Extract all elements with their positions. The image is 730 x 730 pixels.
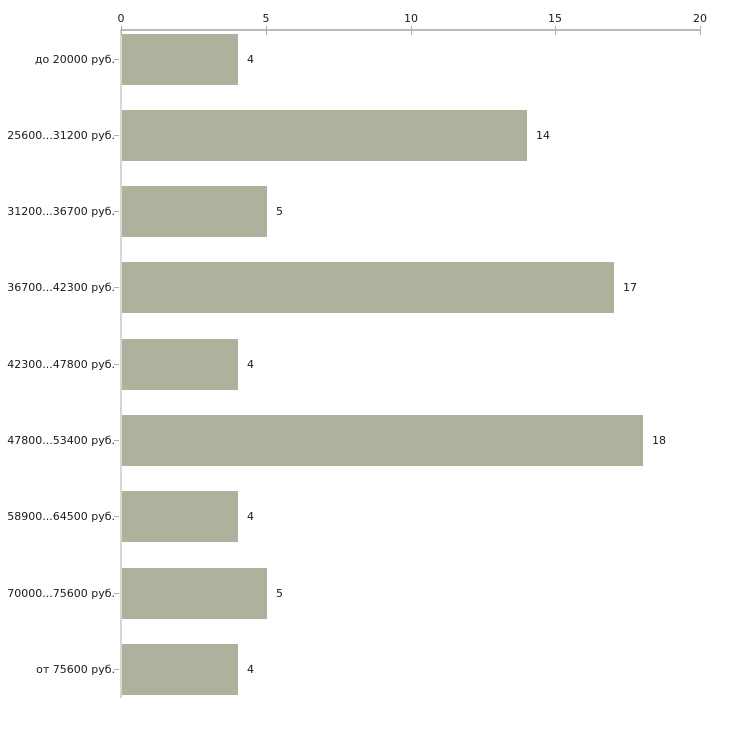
bar	[122, 110, 527, 161]
category-label: до 20000 руб.	[34, 53, 115, 66]
category-label: 47800...53400 руб.	[7, 434, 115, 447]
category-tick-mark	[114, 211, 119, 212]
category-tick-mark	[114, 135, 119, 136]
x-axis-tick-label: 5	[262, 12, 270, 25]
category-tick-mark	[114, 59, 119, 60]
x-axis-tick-mark	[411, 26, 412, 35]
category-label: 42300...47800 руб.	[7, 358, 115, 371]
bar-value-label: 4	[247, 358, 254, 371]
bar-value-label: 4	[247, 53, 254, 66]
bar	[122, 186, 267, 237]
x-axis-line	[120, 29, 701, 31]
category-tick-mark	[114, 364, 119, 365]
category-label: 31200...36700 руб.	[7, 205, 115, 218]
category-label: от 75600 руб.	[36, 663, 115, 676]
bar	[122, 568, 267, 619]
bar-value-label: 5	[276, 587, 283, 600]
bar	[122, 262, 614, 313]
bar-value-label: 14	[536, 129, 550, 142]
x-axis-tick-mark	[700, 26, 701, 35]
category-label: 70000...75600 руб.	[7, 587, 115, 600]
bar	[122, 644, 238, 695]
bar	[122, 34, 238, 85]
bar-value-label: 4	[247, 510, 254, 523]
category-tick-mark	[114, 669, 119, 670]
bar	[122, 491, 238, 542]
category-label: 58900...64500 руб.	[7, 510, 115, 523]
category-label: 36700...42300 руб.	[7, 281, 115, 294]
x-axis-tick-label: 20	[693, 12, 707, 25]
bar	[122, 339, 238, 390]
x-axis-tick-label: 15	[548, 12, 562, 25]
bar	[122, 415, 643, 466]
bar-value-label: 18	[652, 434, 666, 447]
x-axis-tick-label: 10	[404, 12, 418, 25]
category-tick-mark	[114, 593, 119, 594]
x-axis-tick-mark	[555, 26, 556, 35]
x-axis-tick-mark	[121, 26, 122, 35]
bar-value-label: 17	[623, 281, 637, 294]
x-axis-tick-mark	[266, 26, 267, 35]
category-tick-mark	[114, 516, 119, 517]
y-axis-line	[120, 29, 122, 698]
bar-value-label: 4	[247, 663, 254, 676]
x-axis-tick-label: 0	[117, 12, 125, 25]
category-label: 25600...31200 руб.	[7, 129, 115, 142]
category-tick-mark	[114, 287, 119, 288]
category-tick-mark	[114, 440, 119, 441]
bar-value-label: 5	[276, 205, 283, 218]
